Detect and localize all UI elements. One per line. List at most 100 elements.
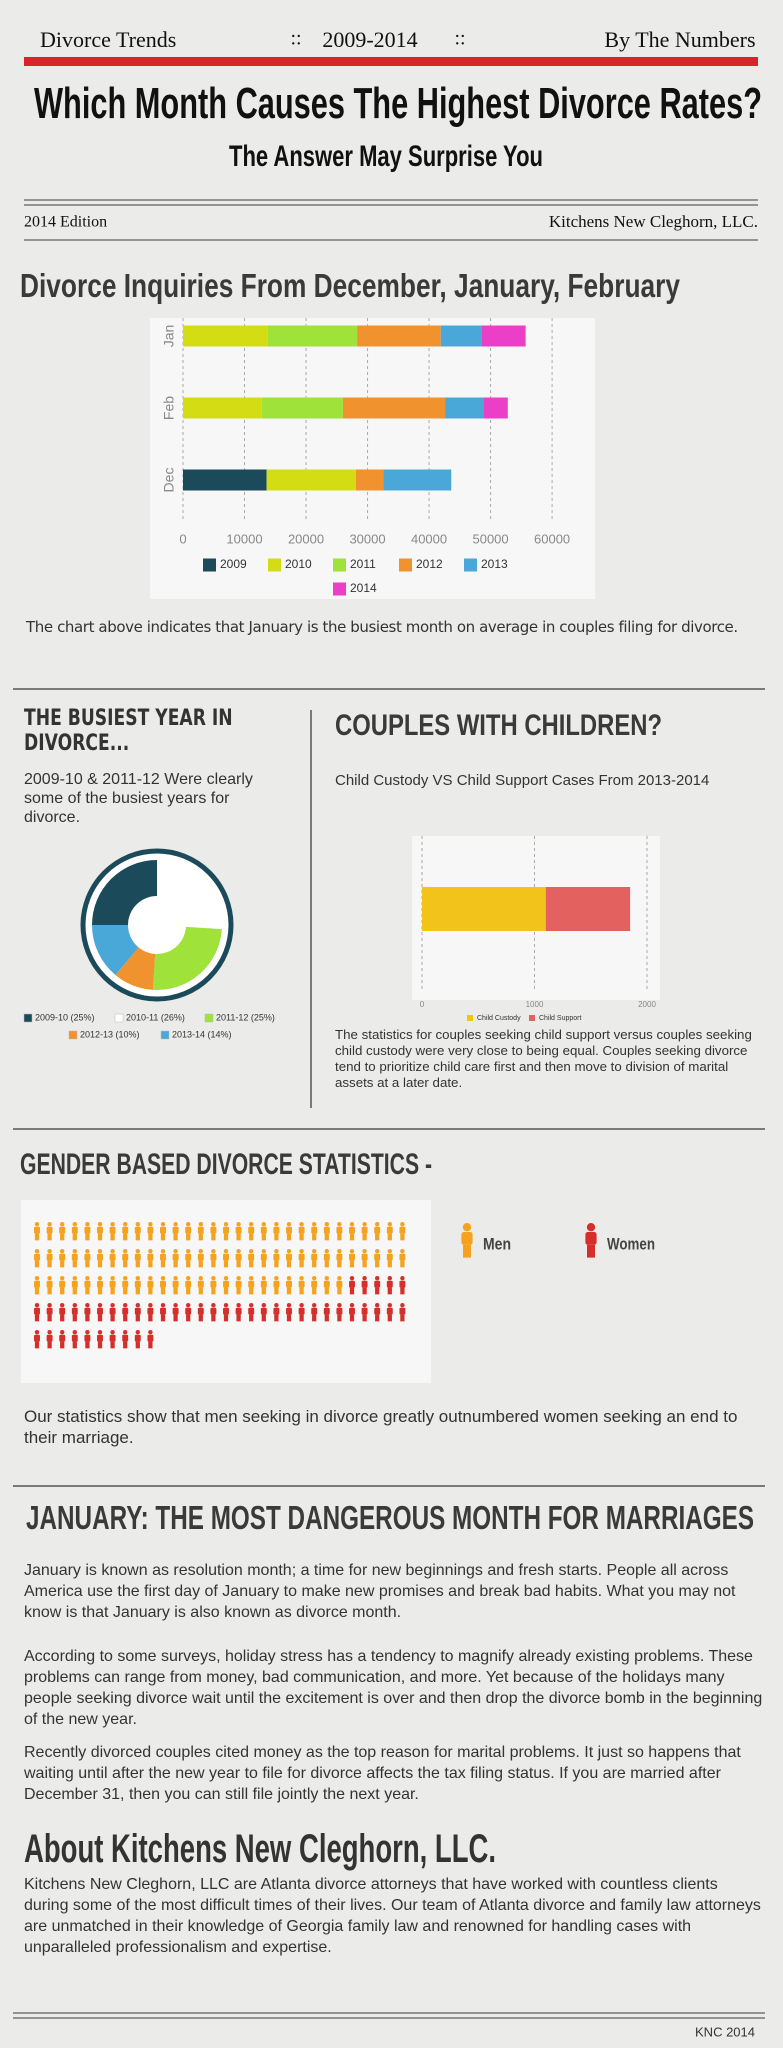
icon-body: [185, 1253, 192, 1261]
icon-body: [461, 1232, 473, 1245]
legend-label: 2013: [481, 557, 508, 571]
bar-segment: [267, 325, 358, 347]
x-tick-label: 40000: [411, 531, 447, 546]
icon-head: [274, 1275, 279, 1281]
icon-body: [59, 1226, 66, 1234]
chart-title: THE BUSIEST YEAR IN DIVORCE...: [24, 706, 233, 756]
icon-head: [349, 1302, 355, 1308]
icon-legs: [324, 1314, 329, 1322]
legend-swatch: [68, 1030, 78, 1040]
icon-body: [97, 1253, 103, 1261]
icon-legs: [135, 1260, 140, 1268]
red-bar: [24, 57, 758, 66]
icon-legs: [387, 1287, 392, 1295]
icon-head: [34, 1275, 40, 1281]
icon-body: [273, 1253, 280, 1261]
icon-body: [349, 1280, 355, 1288]
x-tick-label: 50000: [472, 531, 508, 546]
icon-head: [211, 1221, 216, 1227]
icon-body: [323, 1280, 330, 1288]
legend-swatch: [333, 582, 346, 596]
icon-legs: [85, 1260, 90, 1268]
paragraph: Recently divorced couples cited money as…: [24, 1744, 741, 1803]
icon-head: [47, 1275, 52, 1281]
icon-body: [46, 1307, 53, 1315]
icon-legs: [299, 1260, 304, 1268]
icon-legs: [72, 1341, 77, 1349]
bar-segment: [481, 325, 526, 347]
icon-body: [235, 1253, 242, 1261]
icon-legs: [110, 1260, 115, 1268]
icon-legs: [123, 1341, 128, 1349]
icon-head: [311, 1221, 317, 1227]
icon-head: [122, 1302, 128, 1308]
icon-head: [387, 1248, 393, 1254]
legend-label: 2010: [285, 557, 312, 571]
icon-legs: [349, 1287, 355, 1295]
about-title: About Kitchens New Cleghorn, LLC.: [24, 1827, 496, 1871]
icon-legs: [123, 1314, 128, 1322]
icon-legs: [387, 1233, 392, 1241]
icon-body: [386, 1226, 393, 1234]
icon-legs: [375, 1287, 380, 1295]
icon-head: [173, 1221, 178, 1227]
icon-legs: [223, 1233, 229, 1241]
icon-body: [585, 1232, 597, 1245]
icon-legs: [47, 1287, 52, 1295]
icon-body: [298, 1253, 305, 1261]
icon-body: [97, 1307, 103, 1315]
icon-body: [134, 1226, 141, 1234]
icon-legs: [249, 1260, 254, 1268]
icon-body: [122, 1334, 129, 1342]
legend-icon: [585, 1223, 597, 1258]
icon-legs: [148, 1260, 153, 1268]
icon-legs: [148, 1341, 153, 1349]
donut-slice: [152, 926, 222, 991]
chart-subtitle: 2009-10 & 2011-12 Were clearly some of t…: [24, 771, 253, 826]
icon-head: [337, 1248, 342, 1254]
bar-segment: [383, 469, 452, 491]
icon-head: [97, 1275, 103, 1281]
icon-legs: [375, 1260, 380, 1268]
icon-legs: [400, 1260, 405, 1268]
icon-body: [84, 1334, 91, 1342]
icon-head: [173, 1275, 178, 1281]
icon-body: [260, 1307, 267, 1315]
icon-head: [223, 1221, 229, 1227]
topline-item: 2009-2014: [322, 27, 417, 52]
chart-title: COUPLES WITH CHILDREN?: [335, 709, 662, 742]
icon-head: [324, 1302, 330, 1308]
icon-body: [122, 1253, 129, 1261]
icon-body: [386, 1307, 393, 1315]
legend-label: 2012-13 (10%): [80, 1029, 140, 1039]
icon-legs: [186, 1314, 191, 1322]
icon-body: [349, 1307, 355, 1315]
publisher: Kitchens New Cleghorn, LLC.: [549, 212, 758, 231]
legend-swatch: [464, 558, 477, 572]
icon-head: [97, 1248, 103, 1254]
icon-body: [147, 1307, 154, 1315]
icon-body: [122, 1307, 129, 1315]
icon-head: [337, 1221, 342, 1227]
icon-legs: [261, 1260, 266, 1268]
icon-body: [34, 1253, 40, 1261]
icon-body: [34, 1226, 40, 1234]
icon-head: [34, 1248, 40, 1254]
bar-segment: [545, 887, 631, 931]
icon-body: [210, 1280, 217, 1288]
icon-body: [197, 1280, 204, 1288]
icon-head: [85, 1329, 90, 1335]
icon-legs: [274, 1287, 279, 1295]
icon-body: [235, 1226, 242, 1234]
icon-head: [286, 1302, 292, 1308]
icon-body: [109, 1334, 116, 1342]
icon-head: [59, 1221, 65, 1227]
icon-body: [223, 1226, 229, 1234]
icon-body: [197, 1307, 204, 1315]
icon-legs: [236, 1233, 241, 1241]
icon-legs: [60, 1341, 65, 1349]
icon-head: [135, 1275, 141, 1281]
bar-segment: [355, 469, 384, 491]
icon-body: [172, 1280, 179, 1288]
